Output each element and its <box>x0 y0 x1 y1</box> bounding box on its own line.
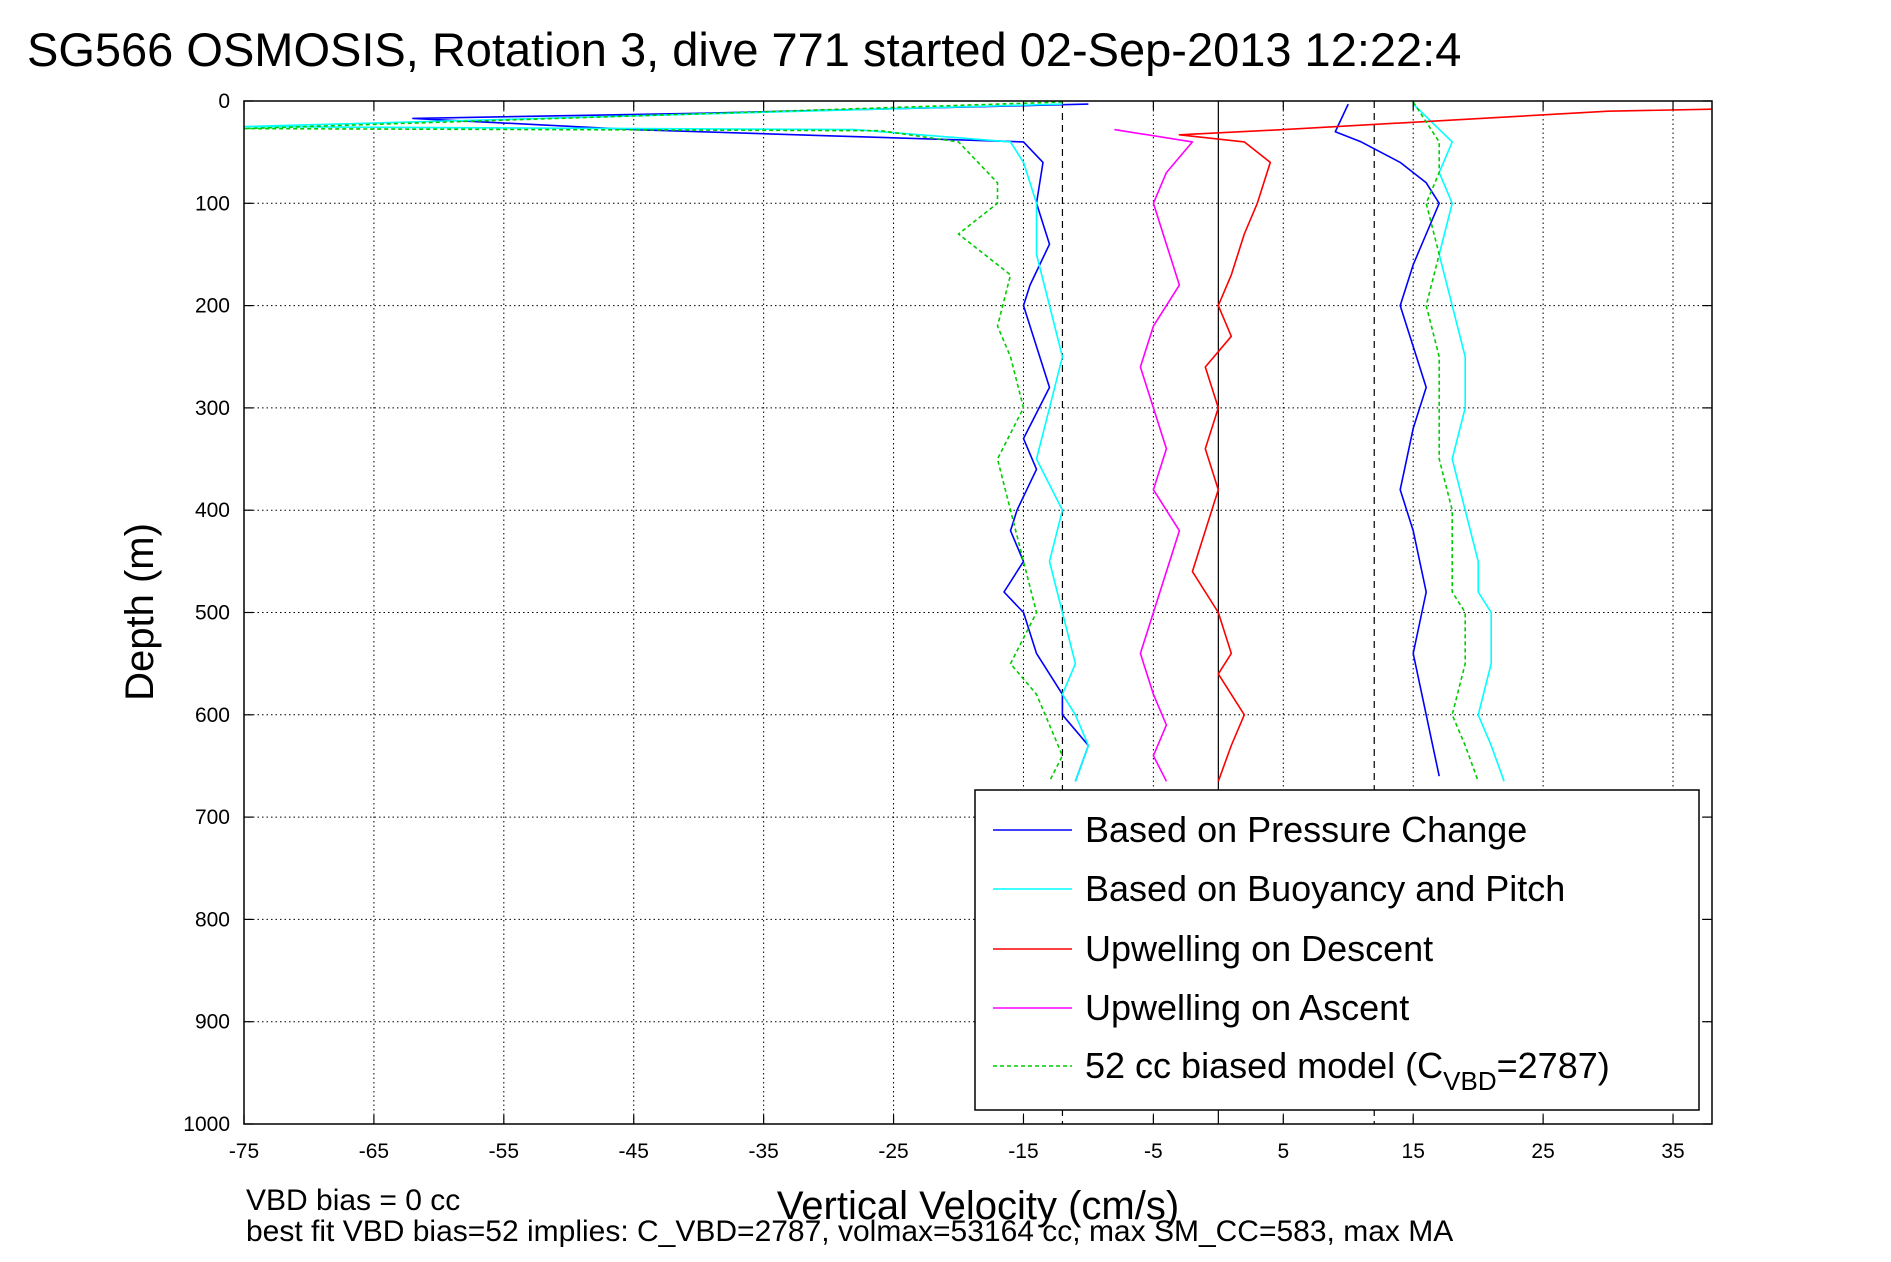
x-tick-label: -5 <box>1144 1140 1163 1163</box>
x-tick-label: -15 <box>1008 1140 1038 1163</box>
footer-vbd-bias: VBD bias = 0 cc <box>246 1184 460 1217</box>
y-tick-label: 900 <box>195 1011 230 1034</box>
x-axis-ticks: -75 -65 -55 -45 -35 -25 -15 -5 5 15 25 35 <box>229 101 1685 1163</box>
y-tick-label: 200 <box>195 295 230 318</box>
y-tick-label: 0 <box>218 90 230 113</box>
y-tick-label: 500 <box>195 602 230 625</box>
x-tick-label: -35 <box>748 1140 778 1163</box>
y-axis-label: Depth (m) <box>118 523 162 701</box>
y-axis-ticks: 0 100 200 300 400 500 600 700 800 900 1000 <box>183 90 1712 1136</box>
series-line-4 <box>1412 101 1479 782</box>
chart-title: SG566 OSMOSIS, Rotation 3, dive 771 star… <box>27 23 1461 76</box>
x-tick-label: 15 <box>1402 1140 1425 1163</box>
footer-best-fit: best fit VBD bias=52 implies: C_VBD=2787… <box>246 1215 1453 1248</box>
y-tick-label: 100 <box>195 192 230 215</box>
x-tick-label: -75 <box>229 1140 259 1163</box>
y-tick-label: 700 <box>195 806 230 829</box>
y-tick-label: 300 <box>195 397 230 420</box>
legend-label: Upwelling on Ascent <box>1085 987 1409 1028</box>
legend-box <box>974 789 1700 1111</box>
series-line-3 <box>1114 128 1194 782</box>
y-tick-label: 800 <box>195 908 230 931</box>
series-line-2 <box>1178 108 1712 782</box>
y-tick-label: 600 <box>195 704 230 727</box>
series-line-4 <box>244 101 1064 782</box>
series-line-1 <box>1412 103 1505 782</box>
legend-label: Based on Buoyancy and Pitch <box>1085 868 1565 909</box>
legend-label: Based on Pressure Change <box>1085 809 1527 850</box>
x-tick-label: -45 <box>619 1140 649 1163</box>
series-line-0 <box>1334 103 1440 777</box>
x-tick-label: -55 <box>489 1140 519 1163</box>
y-tick-label: 400 <box>195 499 230 522</box>
series-line-0 <box>412 103 1090 782</box>
x-tick-label: 35 <box>1661 1140 1684 1163</box>
series-line-1 <box>244 103 1090 782</box>
x-tick-label: 5 <box>1277 1140 1289 1163</box>
series-lines <box>244 101 1712 782</box>
legend: Based on Pressure Change Based on Buoyanc… <box>974 789 1700 1111</box>
x-tick-label: -65 <box>359 1140 389 1163</box>
x-axis-label: Vertical Velocity (cm/s) <box>777 1184 1179 1228</box>
x-tick-label: 25 <box>1531 1140 1554 1163</box>
x-tick-label: -25 <box>878 1140 908 1163</box>
y-tick-label: 1000 <box>183 1113 230 1136</box>
legend-label: Upwelling on Descent <box>1085 928 1433 969</box>
